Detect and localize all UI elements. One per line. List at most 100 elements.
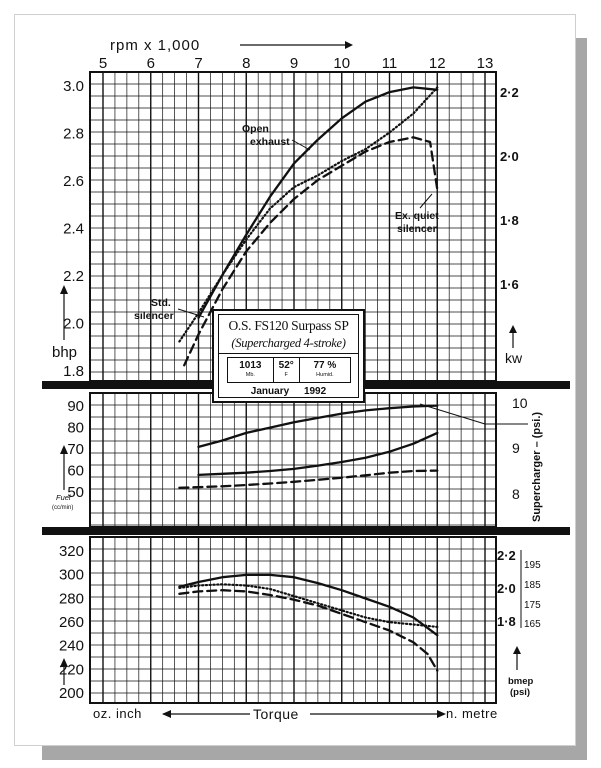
kw-tick-label: 2·0 [500, 149, 519, 164]
series-2-0-solid-line [178, 573, 439, 637]
pressure-value: 1013 [239, 360, 262, 371]
fuel-tick-label: 90 [67, 398, 84, 415]
torque-tick-label: 220 [59, 661, 84, 678]
torque-tick-label: 320 [59, 543, 84, 560]
series-0-0-solid-line [197, 86, 439, 319]
fuel-tick-label: 70 [67, 441, 84, 458]
rpm-tick-label: 6 [147, 55, 155, 72]
rpm-tick-label: 7 [194, 55, 202, 72]
rpm-tick-label: 5 [99, 55, 107, 72]
tick-labels: 5 6 7 8 9 10 11 12 13 1.8 2.0 2.2 2.4 2.6 2.8 3.0 1·6 1·8… [59, 55, 541, 702]
n-metre-arrowhead [437, 710, 446, 718]
chart-text: rpm x 1,000 bhp kw Open exhaust Std. sil… [52, 37, 543, 722]
x-axis-title: rpm x 1,000 [110, 37, 200, 54]
rpm-tick-label: 9 [290, 55, 298, 72]
supercharger-pointer [419, 403, 486, 425]
bmep-tick-label: 165 [524, 619, 541, 630]
rpm-tick-label: 12 [429, 55, 446, 72]
fuel-tick-label: 50 [67, 484, 84, 501]
temperature-cell: 52° F [272, 357, 300, 383]
torque-axis-arrowhead [60, 658, 68, 667]
fuel-axis-unit: (cc/min) [52, 505, 73, 511]
nm-tick-label: 2·0 [497, 581, 516, 596]
bhp-tick-label: 2.0 [63, 316, 84, 333]
torque-label: Torque [253, 706, 299, 722]
rpm-tick-label: 11 [382, 55, 398, 72]
bhp-tick-label: 2.2 [63, 268, 84, 285]
caption-title: O.S. FS120 Surpass SP [228, 318, 349, 333]
ex-quiet-label-2: silencer [397, 223, 437, 235]
oz-inch-arrowhead [162, 710, 171, 718]
fuel-tick-label: 60 [67, 463, 84, 480]
n-metre-label: n. metre [446, 706, 498, 721]
rpm-tick-label: 10 [333, 55, 350, 72]
bmep-tick-label: 175 [524, 600, 541, 611]
nm-tick-label: 1·8 [497, 614, 516, 629]
temperature-unit: F [284, 372, 288, 378]
rpm-tick-label: 8 [242, 55, 250, 72]
caption-year: 1992 [303, 386, 327, 397]
bmep-axis-unit: (psi) [510, 687, 530, 698]
series-2-2-dashed-line [178, 589, 439, 672]
kw-tick-label: 2·2 [500, 85, 519, 100]
bhp-axis-arrowhead [60, 285, 68, 294]
series-0-2-dashed-line [183, 136, 439, 367]
pressure-cell: 1013 Mb. [227, 357, 274, 383]
caption-conditions: 1013 Mb. 52° F 77 % Humid. [227, 357, 351, 383]
std-silencer-label-1: Std. [151, 297, 171, 309]
kw-axis-arrowhead [509, 325, 517, 333]
series-0-1-dotted-line [178, 86, 439, 343]
fuel-axis-arrowhead [60, 445, 68, 454]
kw-tick-label: 1·6 [500, 277, 519, 292]
torque-tick-label: 280 [59, 590, 84, 607]
series-lines [178, 86, 439, 672]
bmep-tick-label: 185 [524, 580, 541, 591]
std-silencer-label-2: silencer [134, 310, 174, 322]
bmep-tick-label: 195 [524, 560, 541, 571]
psi-tick-label: 8 [512, 486, 520, 502]
psi-tick-label: 10 [512, 395, 528, 411]
bhp-tick-label: 1.8 [63, 363, 84, 380]
pressure-unit: Mb. [245, 372, 255, 378]
kw-axis-label: kw [505, 350, 523, 366]
psi-tick-label: 9 [512, 440, 520, 456]
bhp-tick-label: 2.6 [63, 173, 84, 190]
series-2-1-dotted-line [178, 583, 439, 629]
ex-quiet-label-1: Ex. quiet [395, 210, 439, 222]
panel-frame [89, 536, 497, 704]
bhp-tick-label: 2.8 [63, 126, 84, 143]
humidity-cell: 77 % Humid. [298, 357, 351, 383]
caption-subtitle: (Supercharged 4-stroke) [219, 336, 358, 354]
grid [90, 71, 496, 703]
kw-tick-label: 1·8 [500, 213, 519, 228]
fuel-axis-label: Fuel [56, 493, 71, 502]
torque-tick-label: 260 [59, 614, 84, 631]
torque-tick-label: 300 [59, 567, 84, 584]
ex-quiet-pointer [419, 193, 433, 209]
supercharger-axis-label: Supercharger – (psi.) [531, 412, 543, 522]
bhp-tick-label: 2.4 [63, 221, 84, 238]
caption-inner-frame: O.S. FS120 Surpass SP (Supercharged 4-st… [218, 314, 359, 398]
rpm-tick-label: 13 [477, 55, 494, 72]
fuel-tick-label: 80 [67, 420, 84, 437]
torque-tick-label: 200 [59, 685, 84, 702]
engine-caption-box: O.S. FS120 Surpass SP (Supercharged 4-st… [212, 309, 365, 403]
nm-tick-label: 2·2 [497, 548, 516, 563]
open-exhaust-label-2: exhaust [250, 136, 290, 148]
open-exhaust-pointer [291, 139, 311, 151]
divider-bar [42, 527, 570, 535]
bmep-axis-label: bmep [508, 676, 534, 687]
open-exhaust-label-1: Open [242, 123, 269, 135]
x-axis-title-arrowhead [345, 41, 353, 49]
temperature-value: 52° [278, 360, 294, 371]
std-silencer-pointer [177, 308, 205, 318]
series-1-1-solid-line [197, 431, 439, 477]
bhp-axis-label: bhp [52, 344, 77, 361]
torque-tick-label: 240 [59, 638, 84, 655]
series-1-2-dashed-line [178, 469, 439, 489]
humidity-unit: Humid. [316, 372, 334, 378]
series-1-0-solid-line [197, 404, 439, 449]
bmep-axis-arrowhead [513, 646, 521, 654]
humidity-value: 77 % [313, 360, 337, 371]
